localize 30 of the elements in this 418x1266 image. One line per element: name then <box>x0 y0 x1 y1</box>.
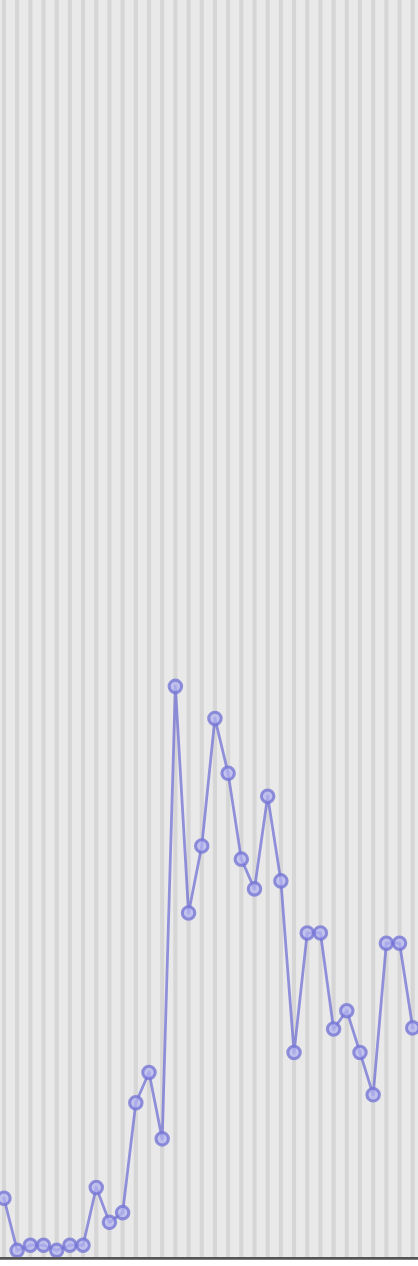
point <box>259 788 276 805</box>
point <box>312 925 329 941</box>
point <box>207 710 223 727</box>
point <box>75 1237 91 1254</box>
point <box>114 1204 131 1221</box>
point <box>48 1242 65 1259</box>
point <box>193 838 210 854</box>
point <box>22 1237 39 1254</box>
point <box>339 1002 355 1019</box>
point <box>62 1237 78 1254</box>
point <box>128 1095 144 1111</box>
point <box>391 935 408 952</box>
point <box>101 1214 118 1231</box>
point <box>286 1044 302 1061</box>
point <box>220 765 236 782</box>
point <box>9 1242 25 1259</box>
point <box>233 851 250 867</box>
point <box>352 1044 368 1061</box>
point <box>167 678 184 695</box>
point <box>35 1237 52 1254</box>
point <box>141 1064 157 1081</box>
point <box>325 1021 342 1037</box>
point <box>299 925 316 941</box>
point <box>88 1179 105 1196</box>
point <box>154 1131 170 1147</box>
point <box>246 881 263 897</box>
point <box>180 905 197 921</box>
point <box>378 935 395 952</box>
point <box>365 1087 381 1103</box>
point <box>273 873 289 889</box>
